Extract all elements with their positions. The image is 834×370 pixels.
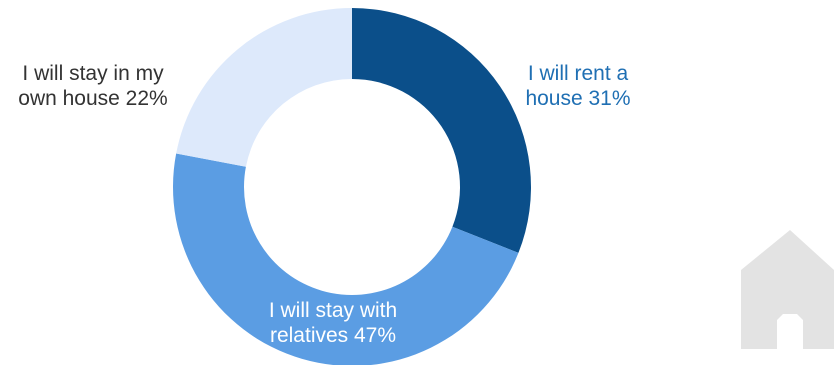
- slice-label-line1: I will rent a: [528, 62, 629, 85]
- donut-slice-3: [176, 8, 352, 167]
- slice-label-1: I will rent a house 31%: [525, 62, 630, 110]
- donut-slice-2: [172, 153, 519, 367]
- house-icon: [741, 230, 834, 349]
- slice-label-line2: relatives 47%: [270, 324, 396, 347]
- slice-label-line2: own house 22%: [18, 87, 167, 110]
- slice-label-3: I will stay in my own house 22%: [18, 62, 167, 110]
- slice-label-line2: house 31%: [525, 87, 630, 110]
- slice-label-2: I will stay with relatives 47%: [269, 299, 397, 347]
- slice-label-line1: I will stay with: [269, 299, 397, 322]
- donut-slice-1: [352, 8, 531, 253]
- slice-label-line1: I will stay in my: [22, 62, 164, 85]
